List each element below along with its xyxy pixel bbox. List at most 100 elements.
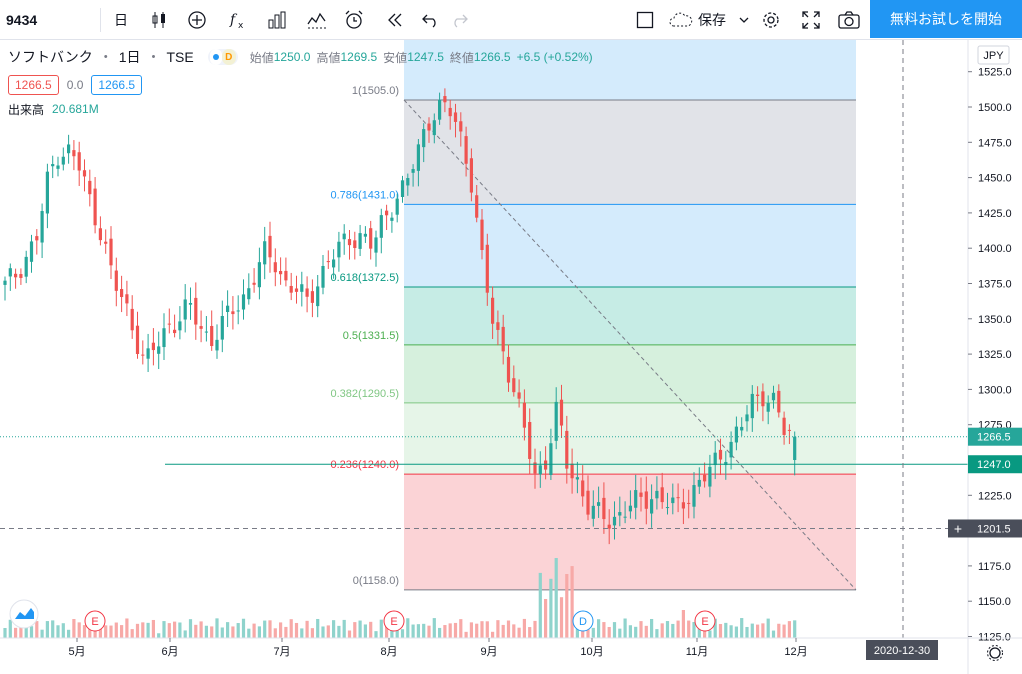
- crosshair-plus-button: [948, 519, 968, 538]
- volume-bar: [210, 626, 214, 638]
- close-label: 終値: [449, 50, 474, 65]
- volume-bar: [294, 622, 299, 638]
- candle-body: [771, 392, 776, 401]
- symbol-name[interactable]: ソフトバンク: [8, 49, 93, 65]
- time-tick-label: 12月: [784, 646, 807, 658]
- volume-bar: [347, 630, 352, 638]
- tv-logo-icon: [15, 608, 34, 619]
- volume-bar: [687, 620, 691, 638]
- candle-body: [289, 285, 293, 293]
- candle-body: [411, 169, 415, 173]
- high-label: 高値: [316, 50, 341, 65]
- candle-body: [379, 215, 383, 238]
- price-chart[interactable]: 1(1505.0) 0.786(1431.0) 0.618(1372.5) 0.5(1…: [0, 40, 1022, 674]
- volume-bar: [459, 619, 463, 638]
- candle-body: [766, 402, 770, 412]
- change-value: +6.5 (+0.52%): [516, 50, 593, 64]
- volume-bar: [750, 623, 754, 638]
- candle-body: [538, 465, 542, 475]
- volume-bar: [332, 620, 336, 638]
- fib-level-label: 0.5(1331.5): [343, 330, 399, 342]
- volume-bar: [263, 620, 267, 638]
- candle-body: [337, 241, 341, 258]
- gear-icon[interactable]: [758, 0, 784, 40]
- candle-body: [607, 524, 611, 529]
- volume-bar: [538, 572, 542, 638]
- volume-bar: [279, 622, 283, 638]
- candle-body: [82, 170, 87, 177]
- start-trial-button[interactable]: 無料お試しを開始: [870, 0, 1022, 38]
- currency-label: JPY: [983, 50, 1004, 62]
- crosshair-price-tag: [968, 519, 1022, 538]
- chart-legend: ソフトバンク ・ 1日 ・ TSE D 始値 1250.0 高値 1269.5 安値…: [8, 49, 593, 117]
- volume-bar: [771, 630, 776, 638]
- candle-body: [247, 288, 251, 300]
- candle-body: [374, 237, 378, 253]
- redo-icon[interactable]: [446, 0, 472, 40]
- candle-body: [135, 325, 140, 355]
- candle-body: [231, 311, 235, 315]
- volume-bar: [135, 623, 140, 638]
- volume-bar: [761, 623, 765, 638]
- volume-bar: [586, 623, 590, 638]
- volume-bar: [528, 627, 532, 638]
- undo-icon[interactable]: [418, 0, 444, 40]
- volume-bar: [485, 621, 489, 638]
- price-axis[interactable]: JPY 1525.0 1500.0 1475.0 1450.0 1425.0 1400.0 1…: [948, 40, 1022, 674]
- volume-bar: [734, 626, 738, 638]
- candle-body: [528, 422, 532, 459]
- price-tick-label: 1500.0: [978, 102, 1012, 114]
- candle-body: [692, 485, 696, 507]
- fib-level-label: 0.786(1431.0): [331, 189, 400, 201]
- volume-bar: [114, 622, 118, 638]
- templates-icon[interactable]: [304, 0, 330, 40]
- financials-icon[interactable]: [264, 0, 290, 40]
- last-price-tag: [968, 427, 1022, 446]
- candle-body: [655, 490, 659, 499]
- fib-level-label: 1(1505.0): [352, 85, 399, 97]
- volume-bar: [19, 624, 23, 638]
- fullscreen-rect-icon[interactable]: [632, 0, 658, 40]
- volume-bar: [756, 624, 760, 638]
- price-tick-label: 1300.0: [978, 384, 1012, 396]
- market-status[interactable]: D: [207, 49, 238, 65]
- save-button[interactable]: 保存: [668, 0, 750, 40]
- volume-bar: [506, 620, 511, 638]
- candle-body: [448, 107, 452, 117]
- candle-body: [565, 430, 569, 469]
- candle-body: [279, 270, 283, 275]
- volume-bar: [231, 626, 235, 638]
- candle-body: [665, 507, 670, 509]
- alert-clock-icon[interactable]: [340, 0, 368, 40]
- volume-bar: [358, 620, 362, 638]
- symbol-search-button[interactable]: 9434: [6, 0, 62, 40]
- candle-body: [61, 156, 65, 165]
- candle-body: [358, 233, 362, 249]
- volume-bar: [72, 619, 76, 638]
- replay-icon[interactable]: [382, 0, 408, 40]
- volume-bar: [464, 631, 468, 638]
- candle-body: [215, 339, 219, 351]
- time-tick-label: 6月: [161, 646, 178, 658]
- volume-bar: [793, 620, 797, 638]
- volume-bar: [692, 622, 696, 638]
- candle-style-icon[interactable]: [146, 0, 172, 40]
- expand-icon[interactable]: [798, 0, 824, 40]
- candle-body: [570, 463, 574, 479]
- volume-bar: [247, 628, 251, 638]
- time-axis[interactable]: 5月 6月 7月 8月 9月 10月 11月 12月 2020-12-30: [0, 637, 1022, 661]
- volume-bars: [3, 558, 797, 638]
- candle-body: [220, 316, 224, 340]
- volume-bar: [411, 624, 415, 638]
- interval-button[interactable]: 日: [108, 0, 134, 40]
- candle-body: [188, 302, 193, 305]
- buy-button[interactable]: 1266.5: [91, 75, 143, 95]
- volume-bar: [342, 619, 346, 638]
- camera-icon[interactable]: [836, 0, 862, 40]
- sell-button[interactable]: 1266.5: [8, 75, 59, 95]
- add-compare-icon[interactable]: [184, 0, 210, 40]
- candle-body: [676, 497, 680, 499]
- volume-bar: [787, 621, 791, 638]
- volume-bar: [533, 620, 537, 638]
